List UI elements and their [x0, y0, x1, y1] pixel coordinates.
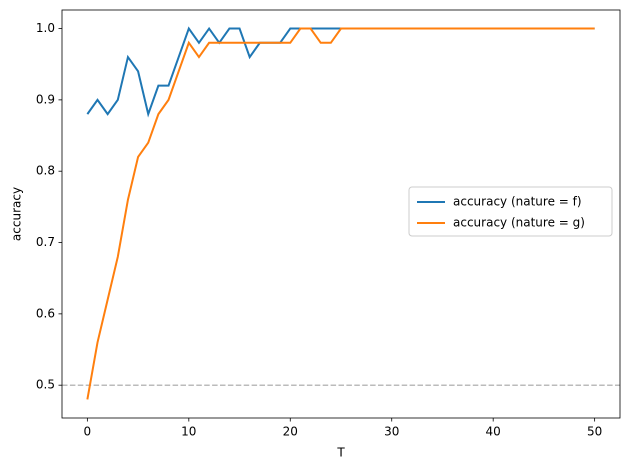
x-tick-label: 10 [181, 425, 196, 439]
legend-label: accuracy (nature = f) [453, 195, 582, 209]
y-axis-label: accuracy [10, 187, 24, 241]
y-tick-label: 0.9 [36, 92, 55, 106]
y-tick-label: 0.8 [36, 164, 55, 178]
data-line [86, 27, 595, 400]
y-tick-label: 0.5 [36, 378, 55, 392]
x-tick-label: 30 [384, 425, 399, 439]
y-tick-label: 0.6 [36, 306, 55, 320]
legend-box [408, 186, 613, 237]
y-tick-label: 0.7 [36, 235, 55, 249]
x-tick-label: 50 [587, 425, 602, 439]
x-axis-label: T [336, 446, 345, 460]
y-tick-label: 1.0 [36, 21, 55, 35]
axes-frame [61, 9, 621, 419]
x-tick-label: 40 [486, 425, 501, 439]
data-line [86, 26, 595, 118]
legend-label: accuracy (nature = g) [453, 216, 585, 230]
x-tick-label: 20 [283, 425, 298, 439]
x-tick-label: 0 [84, 425, 92, 439]
